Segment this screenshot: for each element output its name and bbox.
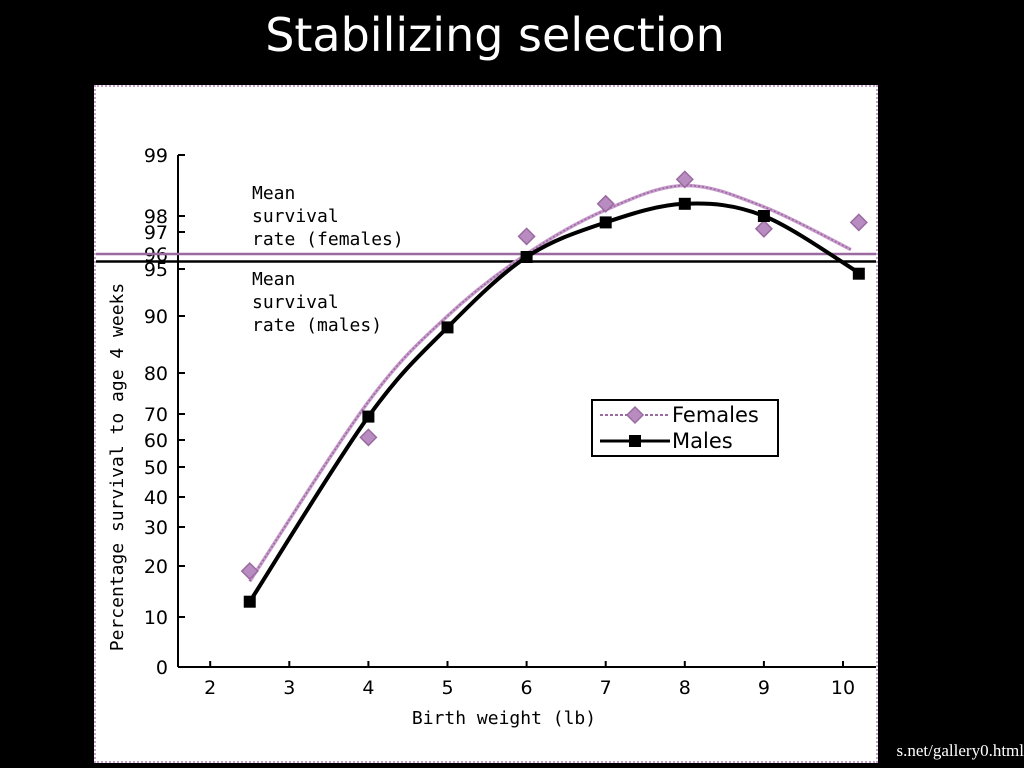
males-point (678, 197, 691, 210)
x-tick-label: 5 (441, 677, 453, 699)
y-tick-label: 0 (156, 657, 168, 679)
males-point (599, 216, 612, 229)
y-tick-label: 30 (144, 517, 168, 539)
mean-survival-note: rate (females) (252, 229, 404, 250)
males-legend-label: Males (672, 429, 733, 453)
y-tick-label: 99 (144, 145, 168, 167)
females-point (675, 170, 694, 189)
x-tick-label: 2 (204, 677, 216, 699)
females-point (240, 562, 259, 581)
mean-survival-note: rate (males) (252, 315, 382, 336)
x-tick-label: 6 (521, 677, 533, 699)
y-tick-label: 97 (144, 222, 168, 244)
mean-survival-note: survival (252, 206, 339, 227)
y-tick-label: 60 (144, 430, 168, 452)
mean-survival-note: survival (252, 292, 339, 313)
mean-survival-note: Mean (252, 269, 295, 290)
legend-box (591, 399, 779, 457)
females-point (517, 227, 536, 246)
y-tick-label: 50 (144, 457, 168, 479)
females-point (596, 194, 615, 213)
y-tick-label: 10 (144, 607, 168, 629)
males-point (243, 595, 256, 608)
x-tick-label: 10 (831, 677, 855, 699)
males-point (852, 267, 865, 280)
survival-chart: 2 3 4 5 6 7 8 9 1001020304050607080909596979899B… (96, 145, 876, 729)
females-point (754, 219, 773, 238)
source-url-fragment: s.net/gallery0.html (896, 741, 1024, 760)
males-point (362, 410, 375, 423)
x-tick-label: 7 (600, 677, 612, 699)
x-tick-label: 3 (283, 677, 295, 699)
y-tick-label: 70 (144, 404, 168, 426)
females-point (849, 213, 868, 232)
females-legend-marker (625, 405, 645, 425)
y-tick-label: 90 (144, 306, 168, 328)
y-tick-label: 98 (144, 206, 168, 228)
x-tick-label: 9 (758, 677, 770, 699)
x-tick-label: 8 (679, 677, 691, 699)
x-axis-label: Birth weight (lb) (412, 708, 596, 729)
y-tick-label: 80 (144, 363, 168, 385)
females-legend-label: Females (672, 403, 759, 427)
females-point (359, 428, 378, 447)
x-tick-label: 4 (362, 677, 374, 699)
males-point (441, 321, 454, 334)
mean-survival-note: Mean (252, 183, 295, 204)
y-tick-label: 20 (144, 556, 168, 578)
chart-panel: 2 3 4 5 6 7 8 9 10 0 10 20 30 40 50 60 70 80 90 95 96 97 98 99 B… (94, 85, 878, 763)
females-curve (249, 184, 852, 582)
males-legend-marker (629, 435, 641, 447)
males-curve (248, 201, 860, 603)
males-point (757, 210, 770, 222)
y-tick-label: 40 (144, 487, 168, 509)
y-axis-label: Percentage survival to age 4 weeks (107, 283, 128, 651)
slide-title: Stabilizing selection (265, 8, 725, 62)
males-point (520, 251, 533, 263)
y-tick-label: 95 (144, 259, 168, 281)
